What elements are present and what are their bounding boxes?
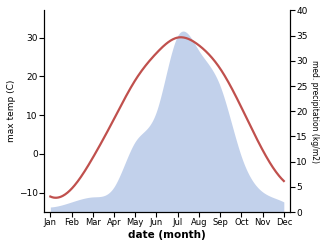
X-axis label: date (month): date (month): [128, 230, 206, 240]
Y-axis label: max temp (C): max temp (C): [7, 80, 16, 143]
Y-axis label: med. precipitation (kg/m2): med. precipitation (kg/m2): [310, 60, 319, 163]
